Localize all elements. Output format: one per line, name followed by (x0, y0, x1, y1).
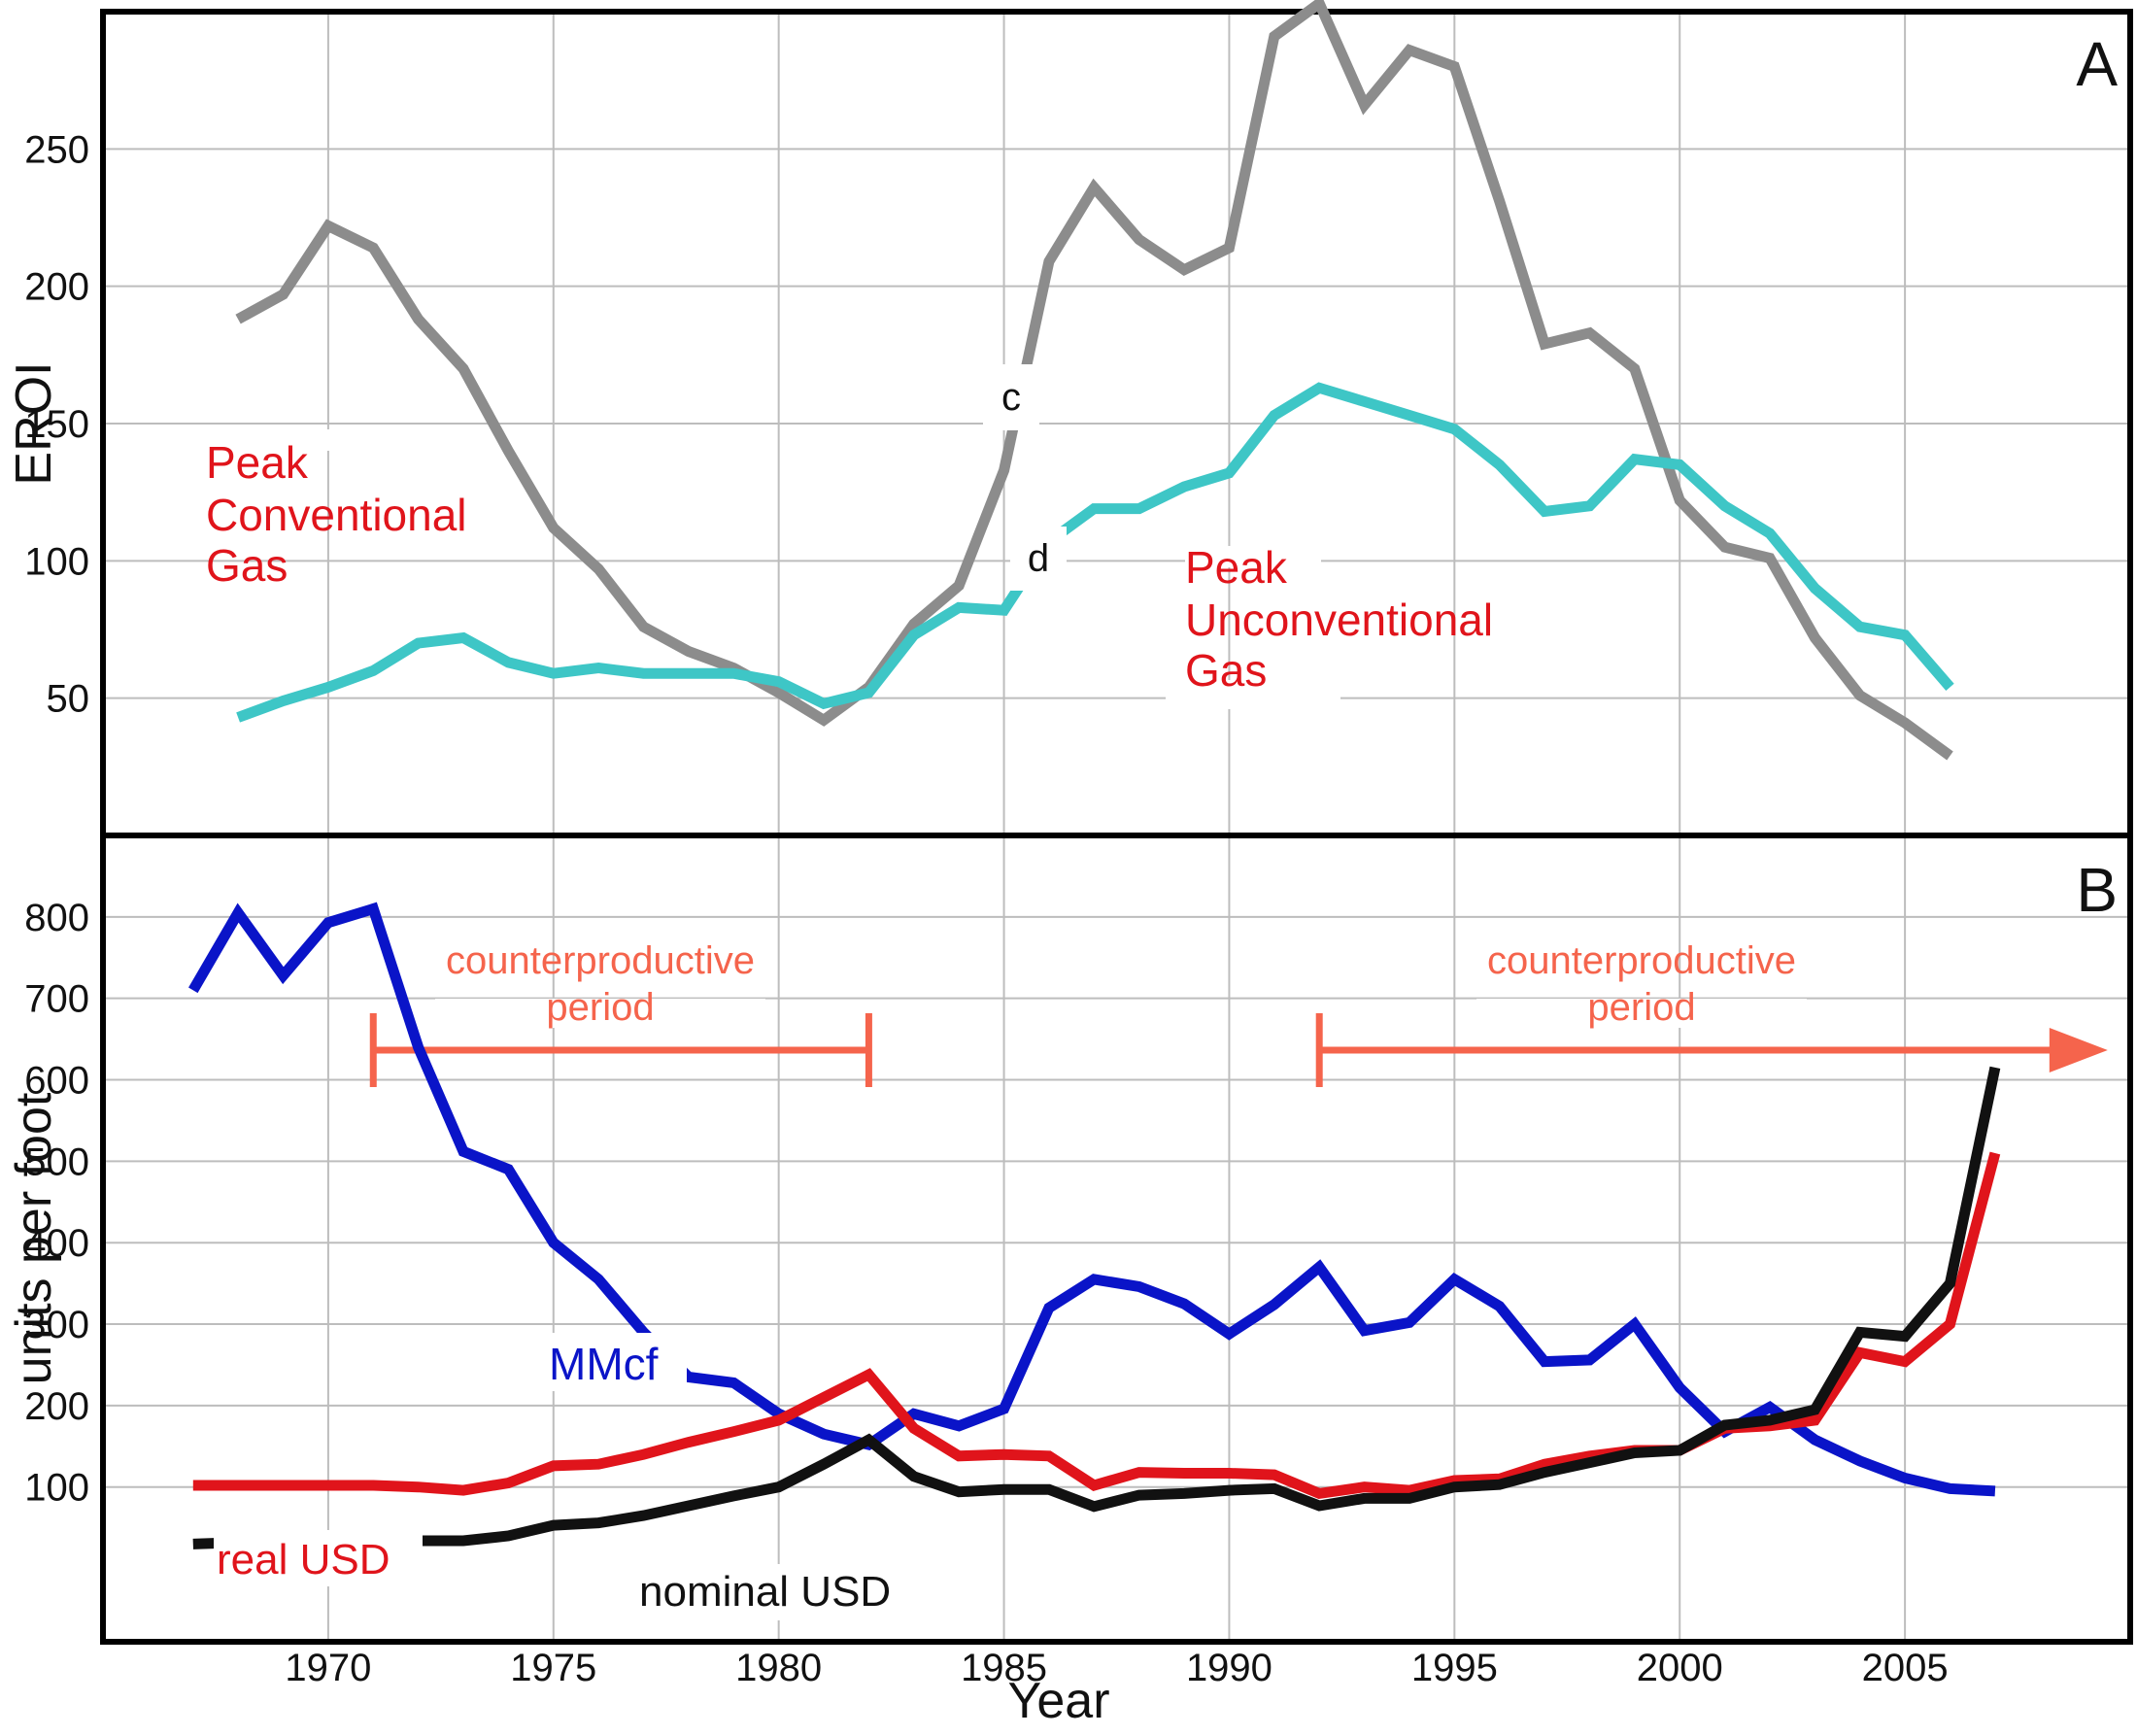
x-tick-label: 2005 (1862, 1647, 1949, 1689)
y-tick-label: 800 (24, 897, 89, 939)
svg-text:MMcf: MMcf (549, 1339, 659, 1389)
svg-text:Gas: Gas (1185, 645, 1267, 696)
series-line-c (235, 0, 1953, 761)
panel-a-y-ticks: 50 100 150 200 250 (24, 128, 89, 720)
panel-b-y-label: units per foot (6, 1092, 62, 1384)
series-line-d (236, 382, 1954, 723)
svg-text:Peak: Peak (206, 437, 309, 488)
y-tick-label: 700 (24, 978, 89, 1021)
svg-text:Gas: Gas (206, 540, 288, 591)
y-tick-label: 50 (47, 678, 90, 721)
series-label-real-usd: real USD (214, 1530, 423, 1586)
curve-label-d: d (1010, 527, 1067, 591)
period-label-1: counterproductive period (435, 939, 765, 1029)
svg-text:real USD: real USD (217, 1536, 390, 1583)
panel-b-periods (369, 1013, 2108, 1087)
y-tick-label: 300 (24, 1304, 89, 1346)
panel-b-frame (100, 833, 2133, 1645)
period-label-2: counterproductive period (1476, 939, 1807, 1029)
panel-a-series (235, 0, 1954, 761)
svg-text:Unconventional: Unconventional (1185, 595, 1493, 645)
y-tick-label: 150 (24, 403, 89, 446)
series-label-nominal-usd: nominal USD (631, 1564, 928, 1620)
annotation-peak-unconventional-gas: Peak Unconventional Gas (1166, 542, 1493, 709)
svg-text:c: c (1001, 376, 1021, 419)
svg-text:nominal USD: nominal USD (639, 1568, 891, 1616)
y-tick-label: 100 (24, 1467, 89, 1510)
svg-text:period: period (546, 986, 654, 1029)
y-tick-label: 100 (24, 540, 89, 583)
panel-b-series (188, 902, 2001, 1549)
svg-text:period: period (1587, 986, 1695, 1029)
x-tick-label: 1985 (961, 1647, 1047, 1689)
x-tick-label: 1995 (1411, 1647, 1498, 1689)
y-tick-label: 200 (24, 1385, 89, 1428)
x-tick-label: 2000 (1637, 1647, 1723, 1689)
panel-b-grid (103, 835, 2130, 1642)
x-tick-label: 1970 (285, 1647, 371, 1689)
x-tick-label: 1980 (735, 1647, 822, 1689)
x-tick-label: 1990 (1186, 1647, 1272, 1689)
period-arrowhead (2049, 1028, 2108, 1072)
panel-a-y-label: EROI (6, 361, 62, 485)
x-axis-ticks: 1970 1975 1980 1985 1990 1995 2000 2005 (285, 1647, 1948, 1689)
svg-text:Conventional: Conventional (206, 490, 467, 540)
y-tick-label: 200 (24, 266, 89, 309)
x-axis-label: Year (1007, 1673, 1109, 1729)
series-line-mmcf (188, 902, 1996, 1497)
panel-letter-a: A (2076, 29, 2118, 99)
annotation-peak-conventional-gas: Peak Conventional Gas (196, 429, 467, 591)
y-tick-label: 500 (24, 1140, 89, 1183)
x-tick-label: 1975 (510, 1647, 596, 1689)
panel-a-grid (103, 12, 2130, 835)
y-tick-label: 250 (24, 128, 89, 171)
curve-label-c: c (983, 364, 1039, 430)
y-tick-label: 400 (24, 1222, 89, 1265)
svg-text:d: d (1028, 537, 1049, 580)
y-tick-label: 600 (24, 1060, 89, 1103)
panel-letter-b: B (2076, 855, 2118, 925)
svg-text:counterproductive: counterproductive (446, 939, 755, 982)
svg-text:counterproductive: counterproductive (1487, 939, 1796, 982)
panel-b-y-ticks: 100 200 300 400 500 600 700 800 (24, 897, 89, 1510)
svg-text:Peak: Peak (1185, 542, 1288, 593)
series-line-nominal-usd (192, 1066, 2001, 1549)
series-label-mmcf: MMcf (539, 1333, 687, 1391)
